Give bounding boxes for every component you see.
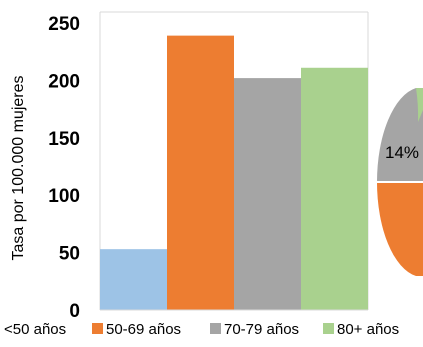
pie-slice-gray (376, 88, 423, 182)
y-axis-label: Tasa por 100.000 mujeres (10, 76, 27, 261)
bar-group (100, 35, 368, 311)
legend-swatch-2 (92, 323, 103, 334)
bar-4 (301, 67, 368, 310)
y-tick-label: 200 (48, 71, 80, 92)
pie-label-14: 14% (385, 143, 419, 162)
legend-label-4: 80+ años (337, 321, 399, 338)
legend-label-2: 50-69 años (106, 321, 181, 338)
y-tick-label: 0 (69, 301, 80, 322)
bar-2 (167, 35, 234, 311)
y-tick-label: 50 (59, 244, 80, 265)
pie-slice-orange (376, 182, 423, 276)
legend: <50 años 50-69 años 70-79 años 80+ años (4, 321, 399, 338)
y-tick-labels: 0 50 100 150 200 250 (48, 14, 80, 322)
y-tick-label: 100 (48, 186, 80, 207)
legend-swatch-3 (210, 323, 221, 334)
pie-chart: 14% (376, 88, 423, 276)
y-tick-label: 250 (48, 14, 80, 35)
bar-3 (234, 78, 301, 310)
pie-slice-green (416, 88, 423, 122)
y-tick-label: 150 (48, 129, 80, 150)
legend-swatch-4 (323, 323, 334, 334)
bar-1 (100, 249, 167, 310)
legend-label-3: 70-79 años (224, 321, 299, 338)
legend-label-1: <50 años (4, 321, 66, 338)
